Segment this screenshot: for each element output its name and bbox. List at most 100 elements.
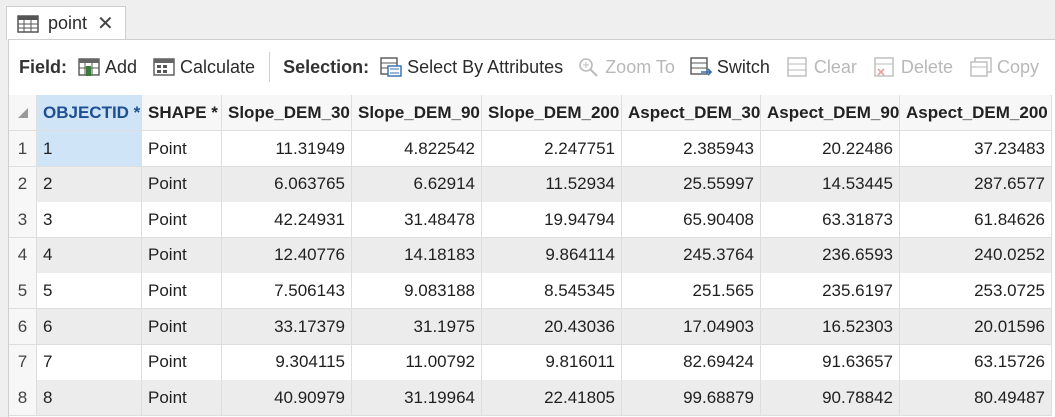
switch-selection-button[interactable]: Switch [689, 56, 770, 78]
table-cell[interactable]: 7 [37, 344, 142, 381]
add-field-button[interactable]: Add [77, 56, 137, 78]
tab-point[interactable]: point ✕ [6, 6, 126, 40]
table-cell[interactable]: 5 [37, 273, 142, 310]
table-cell[interactable]: 9.304115 [222, 344, 352, 381]
table-cell[interactable]: Point [142, 273, 222, 310]
table-cell[interactable]: 31.48478 [352, 202, 482, 239]
column-header-aspect-dem-200[interactable]: Aspect_DEM_200 [900, 95, 1052, 131]
table-cell[interactable]: 82.69424 [622, 344, 761, 381]
row-number[interactable]: 8 [9, 380, 37, 417]
table-cell[interactable]: 99.68879 [622, 380, 761, 417]
row-number[interactable]: 1 [9, 131, 37, 167]
table-cell[interactable]: 235.6197 [761, 273, 900, 310]
row-number[interactable]: 6 [9, 309, 37, 345]
table-row[interactable]: 1 1 Point 11.31949 4.822542 2.247751 2.385943 2… [9, 131, 1052, 167]
table-cell[interactable]: 20.22486 [761, 131, 900, 167]
copy-selection-button[interactable]: Copy [969, 56, 1039, 78]
table-cell[interactable]: 12.40776 [222, 237, 352, 274]
table-cell[interactable]: 11.52934 [482, 166, 622, 203]
table-cell[interactable]: 6 [37, 309, 142, 345]
table-cell[interactable]: Point [142, 344, 222, 381]
table-cell[interactable]: 16.52303 [761, 309, 900, 345]
table-cell[interactable]: 25.55997 [622, 166, 761, 203]
table-row[interactable]: 3 3 Point 42.24931 31.48478 19.94794 65.90408 6… [9, 202, 1052, 239]
table-cell[interactable]: 2 [37, 166, 142, 203]
table-cell[interactable]: 61.84626 [900, 202, 1052, 239]
row-number[interactable]: 3 [9, 202, 37, 239]
column-header-slope-dem-30[interactable]: Slope_DEM_30 [222, 95, 352, 131]
row-number[interactable]: 2 [9, 166, 37, 203]
table-cell[interactable]: 11.31949 [222, 131, 352, 167]
table-row[interactable]: 5 5 Point 7.506143 9.083188 8.545345 251.565 23… [9, 273, 1052, 310]
row-number[interactable]: 7 [9, 344, 37, 381]
table-row[interactable]: 6 6 Point 33.17379 31.1975 20.43036 17.04903 16… [9, 309, 1052, 345]
table-cell[interactable]: 17.04903 [622, 309, 761, 345]
table-row[interactable]: 2 2 Point 6.063765 6.62914 11.52934 25.55997 14… [9, 166, 1052, 203]
table-cell[interactable]: 63.31873 [761, 202, 900, 239]
table-cell[interactable]: 2.385943 [622, 131, 761, 167]
table-cell[interactable]: 253.0725 [900, 273, 1052, 310]
select-by-attributes-button[interactable]: Select By Attributes [379, 56, 563, 78]
table-cell[interactable]: 22.41805 [482, 380, 622, 417]
table-cell[interactable]: 251.565 [622, 273, 761, 310]
table-cell[interactable]: 6.62914 [352, 166, 482, 203]
table-cell[interactable]: 65.90408 [622, 202, 761, 239]
row-number[interactable]: 5 [9, 273, 37, 310]
table-cell[interactable]: 9.083188 [352, 273, 482, 310]
table-cell[interactable]: Point [142, 237, 222, 274]
table-cell[interactable]: 236.6593 [761, 237, 900, 274]
table-cell[interactable]: 31.19964 [352, 380, 482, 417]
table-cell[interactable]: 14.53445 [761, 166, 900, 203]
table-cell[interactable]: 90.78842 [761, 380, 900, 417]
table-cell[interactable]: 245.3764 [622, 237, 761, 274]
table-row[interactable]: 7 7 Point 9.304115 11.00792 9.816011 82.69424 9… [9, 344, 1052, 381]
table-cell[interactable]: 4 [37, 237, 142, 274]
table-cell[interactable]: 240.0252 [900, 237, 1052, 274]
table-cell[interactable]: 33.17379 [222, 309, 352, 345]
clear-selection-button[interactable]: Clear [786, 56, 857, 78]
table-cell[interactable]: 6.063765 [222, 166, 352, 203]
select-all-corner[interactable] [9, 95, 37, 131]
table-cell[interactable]: 42.24931 [222, 202, 352, 239]
calculate-button[interactable]: Calculate [152, 56, 255, 78]
table-cell[interactable]: 19.94794 [482, 202, 622, 239]
table-cell[interactable]: 31.1975 [352, 309, 482, 345]
table-cell[interactable]: 4.822542 [352, 131, 482, 167]
column-header-aspect-dem-30[interactable]: Aspect_DEM_30 [622, 95, 761, 131]
close-icon[interactable]: ✕ [97, 12, 114, 35]
table-cell[interactable]: 2.247751 [482, 131, 622, 167]
zoom-to-button[interactable]: Zoom To [577, 56, 675, 78]
table-cell[interactable]: 7.506143 [222, 273, 352, 310]
table-cell[interactable]: 37.23483 [900, 131, 1052, 167]
column-header-shape[interactable]: SHAPE * [142, 95, 222, 131]
row-number[interactable]: 4 [9, 237, 37, 274]
table-cell[interactable]: 91.63657 [761, 344, 900, 381]
table-cell[interactable]: 8.545345 [482, 273, 622, 310]
table-cell[interactable]: 20.43036 [482, 309, 622, 345]
table-cell[interactable]: Point [142, 309, 222, 345]
table-cell[interactable]: 63.15726 [900, 344, 1052, 381]
table-cell[interactable]: 80.49487 [900, 380, 1052, 417]
column-header-objectid[interactable]: OBJECTID * [37, 95, 142, 131]
delete-selection-button[interactable]: Delete [873, 56, 953, 78]
column-header-slope-dem-200[interactable]: Slope_DEM_200 [482, 95, 622, 131]
table-cell[interactable]: 287.6577 [900, 166, 1052, 203]
table-cell[interactable]: 1 [37, 131, 142, 167]
table-cell[interactable]: Point [142, 380, 222, 417]
table-cell[interactable]: 40.90979 [222, 380, 352, 417]
table-cell[interactable]: 11.00792 [352, 344, 482, 381]
table-cell[interactable]: 9.864114 [482, 237, 622, 274]
table-cell[interactable]: Point [142, 131, 222, 167]
table-cell[interactable]: 9.816011 [482, 344, 622, 381]
column-header-slope-dem-90[interactable]: Slope_DEM_90 [352, 95, 482, 131]
table-cell[interactable]: 3 [37, 202, 142, 239]
column-header-aspect-dem-90[interactable]: Aspect_DEM_90 [761, 95, 900, 131]
table-row[interactable]: 4 4 Point 12.40776 14.18183 9.864114 245.3764 2… [9, 237, 1052, 274]
table-row[interactable]: 8 8 Point 40.90979 31.19964 22.41805 99.68879 9… [9, 380, 1052, 417]
table-cell[interactable]: 20.01596 [900, 309, 1052, 345]
table-cell[interactable]: 14.18183 [352, 237, 482, 274]
table-cell[interactable]: 8 [37, 380, 142, 417]
table-cell[interactable]: Point [142, 166, 222, 203]
add-label: Add [105, 56, 138, 77]
table-cell[interactable]: Point [142, 202, 222, 239]
